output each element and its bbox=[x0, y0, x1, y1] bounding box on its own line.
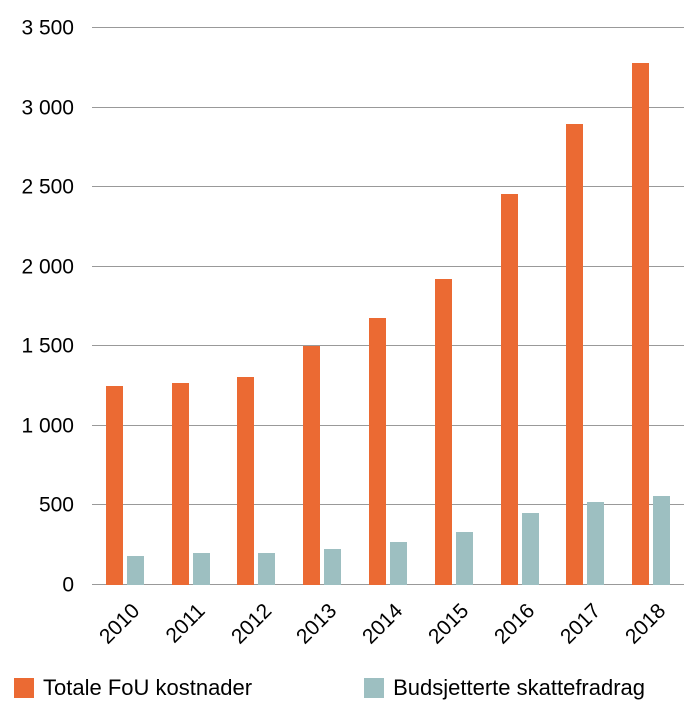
y-tick-label: 500 bbox=[38, 493, 74, 517]
bar-group-2018 bbox=[618, 28, 684, 585]
y-tick-label: 3 500 bbox=[21, 16, 74, 40]
x-tick-2012: 2012 bbox=[224, 590, 290, 652]
bar-group-2010 bbox=[92, 28, 158, 585]
bar-totale-fou-kostnader-2011 bbox=[171, 382, 189, 585]
bar-budsjetterte-skattefradrag-2016 bbox=[521, 513, 539, 585]
legend-item-budsjetterte-skattefradrag: Budsjetterte skattefradrag bbox=[364, 675, 645, 701]
y-tick-label: 0 bbox=[62, 573, 74, 597]
x-tick-2013: 2013 bbox=[289, 590, 355, 652]
x-tick-label: 2017 bbox=[555, 599, 605, 649]
x-tick-label: 2013 bbox=[292, 599, 342, 649]
bar-budsjetterte-skattefradrag-2010 bbox=[126, 556, 144, 585]
legend-swatch-orange bbox=[14, 677, 34, 698]
bar-budsjetterte-skattefradrag-2013 bbox=[324, 549, 342, 585]
gridline bbox=[92, 27, 684, 28]
bar-totale-fou-kostnader-2010 bbox=[105, 386, 123, 585]
bar-totale-fou-kostnader-2018 bbox=[632, 63, 650, 585]
y-tick-label: 2 500 bbox=[21, 175, 74, 199]
legend-label-totale-fou-kostnader: Totale FoU kostnader bbox=[43, 674, 253, 700]
bar-totale-fou-kostnader-2013 bbox=[303, 346, 321, 585]
x-tick-label: 2010 bbox=[95, 599, 145, 649]
x-tick-2017: 2017 bbox=[552, 590, 618, 652]
x-tick-2016: 2016 bbox=[487, 590, 553, 652]
x-tick-label: 2014 bbox=[358, 599, 408, 649]
bar-group-2014 bbox=[355, 28, 421, 585]
x-tick-label: 2012 bbox=[226, 599, 276, 649]
bar-totale-fou-kostnader-2015 bbox=[434, 279, 452, 585]
x-axis: 2010 2011 2012 2013 2014 2015 2016 2017 2018 bbox=[92, 590, 684, 652]
x-tick-label: 2016 bbox=[489, 599, 540, 649]
gridline bbox=[92, 424, 684, 426]
gridline bbox=[92, 106, 684, 108]
x-tick-2011: 2011 bbox=[158, 590, 224, 652]
legend-item-totale-fou-kostnader: Totale FoU kostnader bbox=[14, 675, 252, 701]
y-tick-label: 1 000 bbox=[21, 414, 74, 438]
bars-container bbox=[92, 28, 684, 585]
bar-totale-fou-kostnader-2017 bbox=[566, 123, 584, 585]
bar-group-2011 bbox=[158, 28, 224, 585]
bar-totale-fou-kostnader-2014 bbox=[369, 317, 387, 585]
bar-budsjetterte-skattefradrag-2015 bbox=[455, 531, 473, 585]
gridline bbox=[92, 345, 684, 347]
x-tick-2014: 2014 bbox=[355, 590, 421, 652]
legend-label-budsjetterte-skattefradrag: Budsjetterte skattefradrag bbox=[393, 674, 646, 700]
y-tick-label: 3 000 bbox=[21, 96, 74, 120]
y-axis: 0 500 1 000 1 500 2 000 2 500 3 000 3 500 bbox=[0, 18, 80, 596]
x-tick-2015: 2015 bbox=[421, 590, 487, 652]
bar-budsjetterte-skattefradrag-2012 bbox=[258, 553, 276, 585]
plot-area bbox=[92, 27, 684, 585]
y-tick-label: 1 500 bbox=[21, 334, 74, 358]
y-tick-label: 2 000 bbox=[21, 255, 74, 279]
bar-group-2017 bbox=[552, 28, 618, 585]
gridline bbox=[92, 504, 684, 506]
bar-budsjetterte-skattefradrag-2014 bbox=[390, 542, 408, 585]
bar-group-2015 bbox=[421, 28, 487, 585]
gridline bbox=[92, 186, 684, 188]
bar-budsjetterte-skattefradrag-2017 bbox=[587, 502, 605, 585]
bar-group-2013 bbox=[289, 28, 355, 585]
gridline bbox=[92, 265, 684, 267]
x-tick-label: 2011 bbox=[161, 599, 211, 648]
bar-budsjetterte-skattefradrag-2018 bbox=[653, 495, 671, 585]
gridline bbox=[92, 584, 684, 585]
bar-totale-fou-kostnader-2016 bbox=[500, 193, 518, 585]
bar-group-2016 bbox=[487, 28, 553, 585]
bar-budsjetterte-skattefradrag-2011 bbox=[192, 553, 210, 585]
x-tick-label: 2018 bbox=[621, 599, 671, 649]
x-tick-label: 2015 bbox=[424, 599, 474, 649]
x-tick-2010: 2010 bbox=[92, 590, 158, 652]
bar-totale-fou-kostnader-2012 bbox=[237, 376, 255, 585]
legend-swatch-teal bbox=[364, 677, 385, 698]
legend: Totale FoU kostnader Budsjetterte skatte… bbox=[14, 675, 645, 701]
bar-group-2012 bbox=[224, 28, 290, 585]
x-tick-2018: 2018 bbox=[618, 590, 684, 652]
